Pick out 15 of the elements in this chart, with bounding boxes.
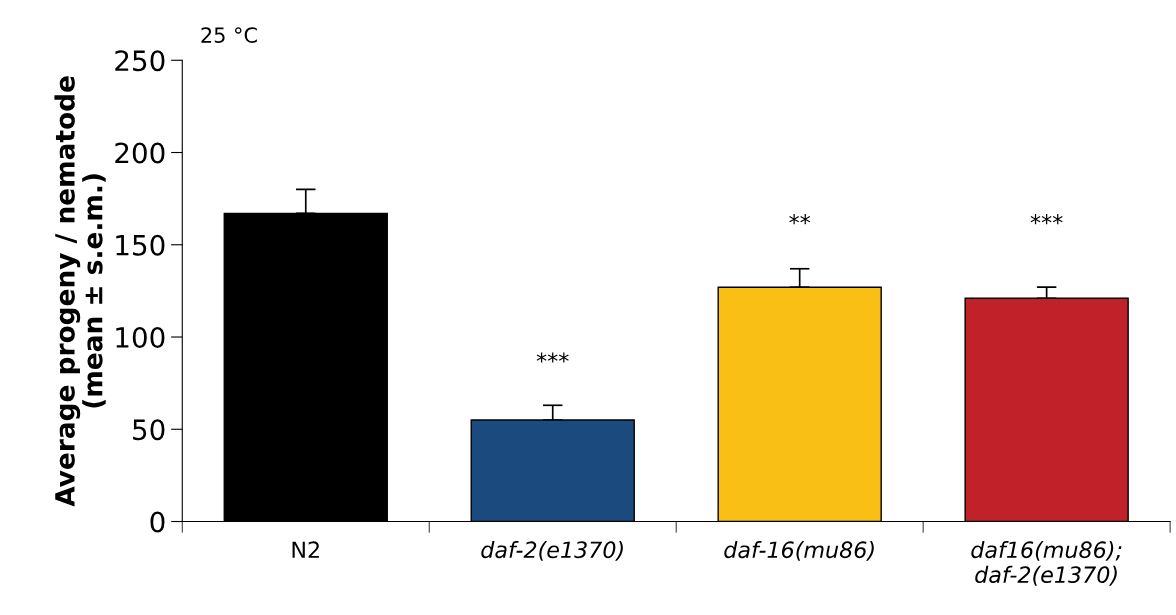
- annotation: **: [789, 214, 811, 225]
- y-tick-label: 250: [115, 50, 165, 72]
- x-tick-label: daf-2(e1370): [481, 540, 623, 561]
- y-tick-label: 0: [150, 511, 165, 533]
- x-tick-label: daf16(mu86); daf-2(e1370): [971, 540, 1122, 586]
- text: 25 °C: [201, 27, 257, 43]
- annotation: ***: [1030, 214, 1063, 225]
- y-tick-label: 200: [115, 142, 165, 164]
- y-tick-label: 150: [116, 234, 165, 256]
- annotation: ***: [536, 352, 569, 363]
- x-tick-label: N2: [292, 541, 319, 558]
- y-tick-label: 50: [133, 419, 165, 441]
- y-axis-title: Average progeny / nematode (mean ± s.e.m.): [54, 76, 106, 507]
- x-tick-label: daf-16(mu86): [724, 540, 874, 561]
- y-tick-label: 100: [116, 326, 165, 348]
